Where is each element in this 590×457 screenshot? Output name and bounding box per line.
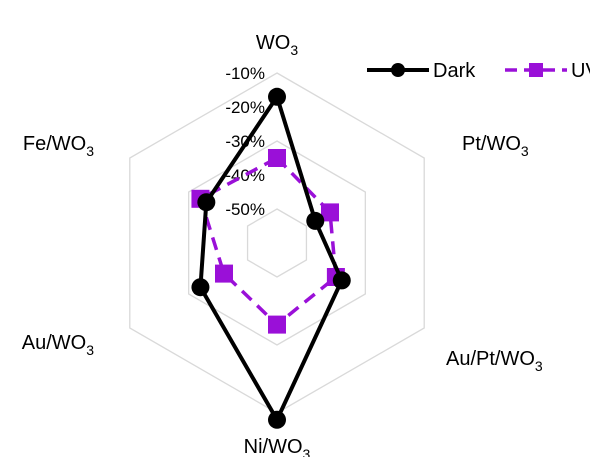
grid bbox=[129, 72, 425, 414]
gridline-hexagon bbox=[246, 208, 308, 278]
data-point-uv bbox=[268, 149, 286, 167]
legend-label-dark: Dark bbox=[433, 60, 476, 82]
axis-label: Ni/WO3 bbox=[244, 436, 311, 457]
data-point-dark bbox=[332, 271, 351, 290]
axis-labels: WO3 Pt/WO3 Au/Pt/WO3 Ni/WO3 Au/WO3 Fe/WO3 bbox=[22, 32, 543, 457]
axis-label: Au/WO3 bbox=[22, 332, 94, 358]
legend-item-uv: UV bbox=[505, 60, 590, 82]
tick-label: -50% bbox=[225, 200, 265, 219]
data-point-dark bbox=[191, 278, 210, 297]
legend-label-uv: UV bbox=[571, 60, 590, 82]
legend-marker-uv bbox=[529, 63, 543, 77]
data-point-dark bbox=[268, 410, 286, 429]
legend-marker-dark bbox=[391, 63, 405, 77]
legend: Dark UV bbox=[367, 60, 590, 82]
data-point-dark bbox=[268, 87, 286, 106]
data-point-dark bbox=[306, 211, 325, 230]
axis-label: Fe/WO3 bbox=[23, 133, 94, 159]
axis-label: WO3 bbox=[256, 32, 298, 58]
data-point-uv bbox=[214, 264, 233, 283]
tick-label: -20% bbox=[225, 98, 265, 117]
tick-label: -10% bbox=[225, 64, 265, 83]
series-line-dark bbox=[198, 94, 344, 422]
axis-label: Pt/WO3 bbox=[462, 133, 529, 159]
data-point-dark bbox=[197, 193, 216, 212]
series-uv bbox=[191, 149, 345, 334]
gridline-hexagon bbox=[129, 72, 425, 414]
series-dark bbox=[191, 87, 351, 429]
axis-label: Au/Pt/WO3 bbox=[446, 348, 543, 374]
data-point-uv bbox=[321, 203, 340, 222]
gridline-hexagon bbox=[188, 140, 366, 346]
data-point-uv bbox=[268, 315, 286, 334]
legend-item-dark: Dark bbox=[367, 60, 476, 82]
